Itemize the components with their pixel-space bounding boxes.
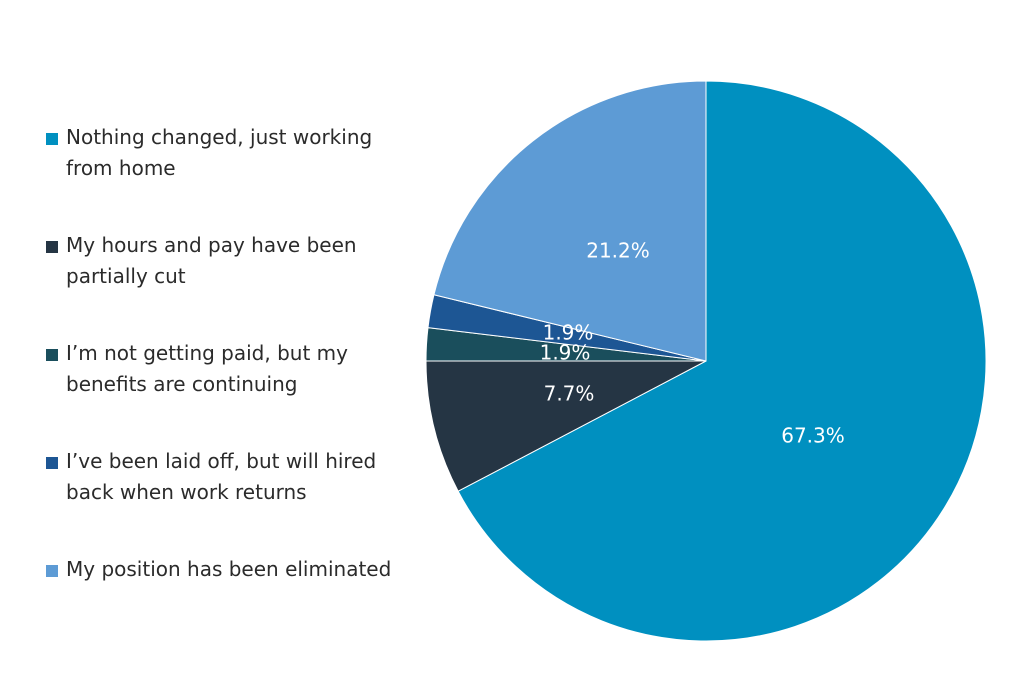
slice-label-laid-off: 1.9% [543,321,594,345]
slice-label-eliminated: 21.2% [586,239,650,263]
legend-label-hours-cut: My hours and pay have been partially cut [66,233,357,288]
legend-item-nothing-changed: Nothing changed, just working from home [46,122,372,184]
legend-label-laid-off: I’ve been laid off, but will hired back … [66,449,377,504]
legend-swatch-laid-off [46,457,58,469]
legend-swatch-nothing-changed [46,133,58,145]
legend-swatch-not-paid [46,349,58,361]
legend-label-not-paid: I’m not getting paid, but my benefits ar… [66,341,348,396]
legend-item-laid-off: I’ve been laid off, but will hired back … [46,446,376,508]
legend-item-eliminated: My position has been eliminated [46,554,391,585]
pie-slice-nothing-changed [457,80,987,642]
legend-label-eliminated: My position has been eliminated [66,557,392,581]
legend-item-hours-cut: My hours and pay have been partially cut [46,230,357,292]
legend-swatch-eliminated [46,565,58,577]
pie-slice-eliminated [433,80,707,362]
slice-label-nothing-changed: 67.3% [781,424,845,448]
legend-swatch-hours-cut [46,241,58,253]
legend-item-not-paid: I’m not getting paid, but my benefits ar… [46,338,348,400]
slice-label-not-paid: 1.9% [540,341,591,365]
pie-slice-hours-cut [425,360,707,492]
legend: Nothing changed, just working from home … [46,0,416,697]
slice-label-hours-cut: 7.7% [544,382,595,406]
legend-label-nothing-changed: Nothing changed, just working from home [66,125,373,180]
